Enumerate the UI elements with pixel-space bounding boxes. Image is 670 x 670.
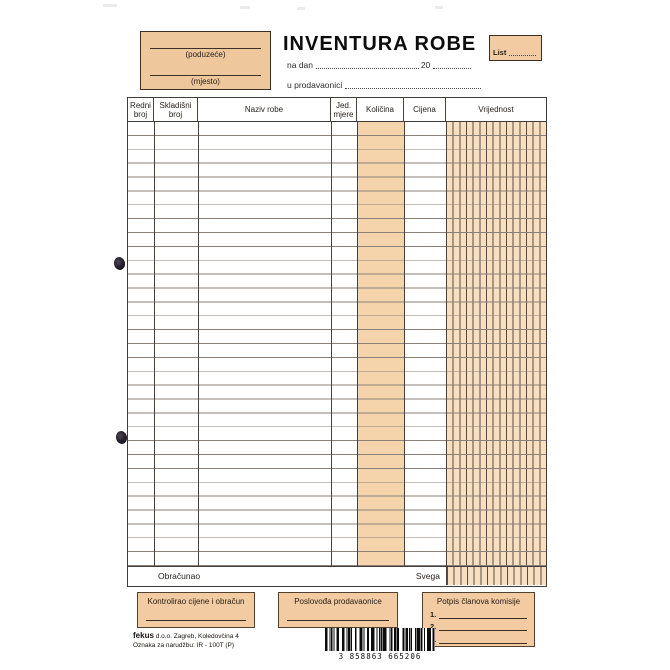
signature-line xyxy=(439,637,527,644)
column-header-cijena: Cijena xyxy=(404,98,446,121)
table-footer-row: Obračunao Svega xyxy=(128,566,546,585)
store-line: u prodavaonici xyxy=(287,80,483,90)
table-header-row: Redni broj Skladišni broj Naziv robe Jed… xyxy=(128,98,546,122)
list-label: List xyxy=(493,48,507,57)
column-divider xyxy=(446,122,447,566)
committee-number: 1. xyxy=(430,609,437,619)
total-label: Svega xyxy=(415,571,440,581)
hole-punch-top xyxy=(112,255,127,272)
perforation-mark xyxy=(297,7,305,10)
signature-line xyxy=(439,624,527,631)
perforation-mark xyxy=(103,4,117,7)
year-dotted-line xyxy=(433,60,471,69)
printer-imprint: fekus d.o.o. Zagreb, Koledovčina 4 Oznak… xyxy=(133,631,239,650)
date-prefix: na dan xyxy=(287,60,313,70)
price-control-label: Kontrolirao cijene i obračun xyxy=(147,597,245,606)
table-body-grid xyxy=(128,122,546,566)
order-code: Oznaka za narudžbu: IR - 100T (P) xyxy=(133,641,235,649)
column-header-naziv-robe: Naziv robe xyxy=(198,98,331,121)
column-divider xyxy=(331,122,332,566)
committee-line-2: 2. xyxy=(430,622,527,631)
column-divider xyxy=(404,122,405,566)
perforation-mark xyxy=(240,6,250,9)
date-century: 20 xyxy=(420,60,431,70)
calculated-by-label: Obračunao xyxy=(158,571,201,581)
list-dotted-line xyxy=(509,48,536,56)
signature-line xyxy=(439,612,527,619)
place-write-line xyxy=(150,75,261,76)
form-title: INVENTURA ROBE xyxy=(283,33,477,55)
column-divider xyxy=(154,122,155,566)
barcode-bars xyxy=(325,628,435,651)
store-manager-label: Poslovođa prodavaonice xyxy=(294,597,382,606)
store-manager-box: Poslovođa prodavaonice xyxy=(278,592,398,628)
column-header-redni-broj: Redni broj xyxy=(128,98,154,121)
column-header-vrijednost: Vrijednost xyxy=(478,105,514,114)
date-dotted-line xyxy=(316,60,419,69)
total-value-grid xyxy=(446,567,546,585)
place-label: (mjesto) xyxy=(191,77,220,86)
column-header-jed-mjere: Jed. mjere xyxy=(331,98,357,121)
store-dotted-line xyxy=(345,80,481,89)
printer-address: d.o.o. Zagreb, Koledovčina 4 xyxy=(155,633,239,640)
inventory-table: Redni broj Skladišni broj Naziv robe Jed… xyxy=(127,97,547,587)
barcode: 3 858863 665206 xyxy=(325,628,435,661)
committee-line-3: 3. xyxy=(430,635,527,644)
store-prefix: u prodavaonici xyxy=(287,80,343,90)
date-line: na dan 20 xyxy=(287,60,473,70)
printer-brand: fekus xyxy=(133,631,154,640)
committee-label: Potpis članova komisije xyxy=(436,597,521,606)
column-header-skladisni-broj: Skladišni broj xyxy=(154,98,198,121)
column-divider xyxy=(198,122,199,566)
company-write-line xyxy=(150,48,261,49)
perforation-mark xyxy=(435,6,443,9)
signature-line xyxy=(146,620,246,621)
company-box: (poduzeće) (mjesto) xyxy=(140,31,271,90)
barcode-digits: 3 858863 665206 xyxy=(338,651,422,661)
column-header-kolicina: Količina xyxy=(357,98,404,121)
list-number-box: List xyxy=(489,35,542,61)
committee-number: 2. xyxy=(430,622,437,631)
committee-signatures-box: Potpis članova komisije 1. 2. 3. xyxy=(422,592,535,647)
signature-line xyxy=(287,620,389,621)
price-control-box: Kontrolirao cijene i obračun xyxy=(137,592,255,628)
column-divider xyxy=(357,122,358,566)
committee-line-1: 1. xyxy=(430,610,527,619)
company-label: (poduzeće) xyxy=(185,50,226,59)
